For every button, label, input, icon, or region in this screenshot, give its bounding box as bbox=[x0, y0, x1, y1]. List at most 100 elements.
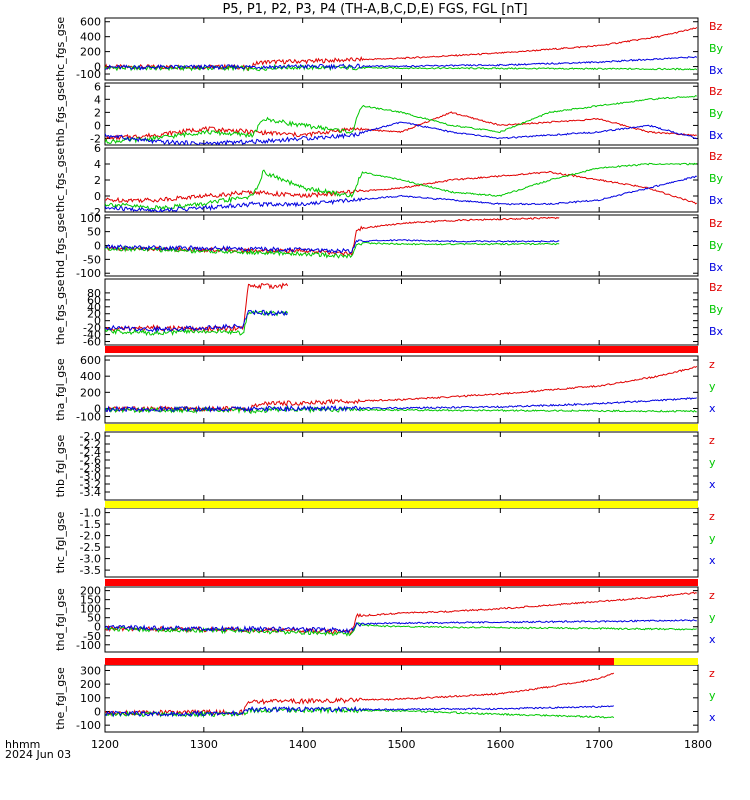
series-line-Bx bbox=[105, 309, 288, 334]
panel-frame bbox=[104, 355, 699, 424]
y-tick-label: -2.2 bbox=[80, 438, 101, 451]
y-tick-label: 0 bbox=[94, 402, 101, 415]
series-line-By bbox=[105, 162, 698, 211]
y-axis-label: thb_fgs_gse bbox=[54, 81, 67, 147]
series-line-Bx bbox=[105, 238, 560, 254]
y-tick-label: 200 bbox=[80, 678, 101, 691]
y-tick-label: 0 bbox=[94, 240, 101, 253]
legend-entry: Bz bbox=[709, 85, 723, 98]
y-tick-label: 0 bbox=[94, 621, 101, 634]
legend-entry: x bbox=[709, 478, 716, 491]
y-tick-label: 100 bbox=[80, 212, 101, 225]
y-tick-label: 6 bbox=[94, 142, 101, 155]
y-tick-label: 600 bbox=[80, 354, 101, 367]
legend-entry: Bx bbox=[709, 325, 724, 338]
status-bar-segment bbox=[105, 579, 698, 586]
y-tick-label: 200 bbox=[80, 46, 101, 59]
y-tick-label: -2.6 bbox=[80, 454, 101, 467]
x-tick-label: 1200 bbox=[91, 738, 119, 751]
y-axis-label: thb_fgl_gse bbox=[54, 434, 67, 497]
legend-entry: z bbox=[709, 434, 715, 447]
series-line-By bbox=[105, 309, 288, 337]
x-tick-label: 1600 bbox=[486, 738, 514, 751]
y-tick-label: 300 bbox=[80, 664, 101, 677]
y-tick-label: 100 bbox=[80, 603, 101, 616]
y-tick-label: -2.5 bbox=[80, 541, 101, 554]
y-tick-label: -60 bbox=[83, 336, 101, 349]
legend-entry: y bbox=[709, 456, 716, 469]
y-tick-label: 2 bbox=[94, 106, 101, 119]
y-tick-label: 100 bbox=[80, 692, 101, 705]
legend-entry: Bz bbox=[709, 150, 723, 163]
legend-entry: Bx bbox=[709, 194, 724, 207]
series-line-Bz bbox=[105, 282, 289, 333]
y-axis-label: thd_fgs_gse bbox=[54, 213, 67, 279]
legend-entry: By bbox=[709, 303, 724, 316]
legend-entry: z bbox=[709, 667, 715, 680]
legend-entry: By bbox=[709, 172, 724, 185]
legend-entry: x bbox=[709, 402, 716, 415]
series-line-x bbox=[105, 705, 614, 718]
series-line-Bz bbox=[105, 170, 698, 205]
y-axis-label: the_fgs_gse bbox=[54, 279, 67, 344]
y-tick-label: -2 bbox=[90, 206, 101, 219]
y-tick-label: 150 bbox=[80, 594, 101, 607]
panel-frame bbox=[104, 17, 699, 81]
y-tick-label: 600 bbox=[80, 16, 101, 29]
legend-entry: y bbox=[709, 380, 716, 393]
y-axis-label: the_fgl_gse bbox=[54, 667, 67, 730]
series-line-x bbox=[105, 397, 697, 413]
y-tick-label: -1.5 bbox=[80, 518, 101, 531]
y-tick-label: -100 bbox=[76, 411, 101, 424]
legend-entry: z bbox=[709, 358, 715, 371]
y-tick-label: 0 bbox=[94, 705, 101, 718]
series-line-By bbox=[105, 241, 560, 259]
y-tick-label: -100 bbox=[76, 639, 101, 652]
legend-entry: y bbox=[709, 689, 716, 702]
legend-entry: Bx bbox=[709, 261, 724, 274]
y-tick-label: 0 bbox=[94, 190, 101, 203]
series-line-By bbox=[105, 94, 698, 145]
y-tick-label: 60 bbox=[87, 294, 101, 307]
y-tick-label: 200 bbox=[80, 585, 101, 598]
y-tick-label: -50 bbox=[83, 253, 101, 266]
panel-frame bbox=[104, 431, 699, 501]
y-axis-label: thd_fgl_gse bbox=[54, 588, 67, 651]
y-axis-label: thc_fgs_gse bbox=[54, 17, 67, 82]
series-line-Bz bbox=[105, 26, 698, 72]
y-tick-label: 200 bbox=[80, 386, 101, 399]
legend-entry: Bz bbox=[709, 281, 723, 294]
y-tick-label: 0 bbox=[94, 61, 101, 74]
y-tick-label: 40 bbox=[87, 301, 101, 314]
series-line-z bbox=[105, 672, 615, 717]
panel-frame bbox=[104, 507, 699, 578]
status-bar-segment bbox=[613, 658, 698, 665]
y-tick-label: -3.0 bbox=[80, 553, 101, 566]
legend-entry: y bbox=[709, 532, 716, 545]
legend-entry: By bbox=[709, 42, 724, 55]
status-bar-segment bbox=[105, 424, 698, 431]
legend-entry: Bx bbox=[709, 64, 724, 77]
y-tick-label: 80 bbox=[87, 287, 101, 300]
series-line-Bx bbox=[105, 56, 698, 71]
y-tick-label: 4 bbox=[94, 158, 101, 171]
y-tick-label: -3.4 bbox=[80, 486, 101, 499]
y-tick-label: -100 bbox=[76, 68, 101, 81]
panel-frame bbox=[104, 278, 699, 346]
y-tick-label: 400 bbox=[80, 31, 101, 44]
y-tick-label: -3.0 bbox=[80, 470, 101, 483]
x-tick-label: 1400 bbox=[289, 738, 317, 751]
title: P5, P1, P2, P3, P4 (TH-A,B,C,D,E) FGS, F… bbox=[222, 2, 528, 17]
legend-entry: x bbox=[709, 554, 716, 567]
y-tick-label: 0 bbox=[94, 119, 101, 132]
y-axis-label: thc_fgl_gse bbox=[54, 511, 67, 573]
time-unit-label: hhmm bbox=[5, 738, 41, 751]
series-line-Bz bbox=[105, 111, 697, 142]
y-tick-label: 4 bbox=[94, 93, 101, 106]
legend-entry: Bz bbox=[709, 217, 723, 230]
x-tick-label: 1500 bbox=[388, 738, 416, 751]
y-tick-label: 50 bbox=[87, 226, 101, 239]
y-tick-label: -100 bbox=[76, 719, 101, 732]
series-line-x bbox=[105, 619, 697, 634]
